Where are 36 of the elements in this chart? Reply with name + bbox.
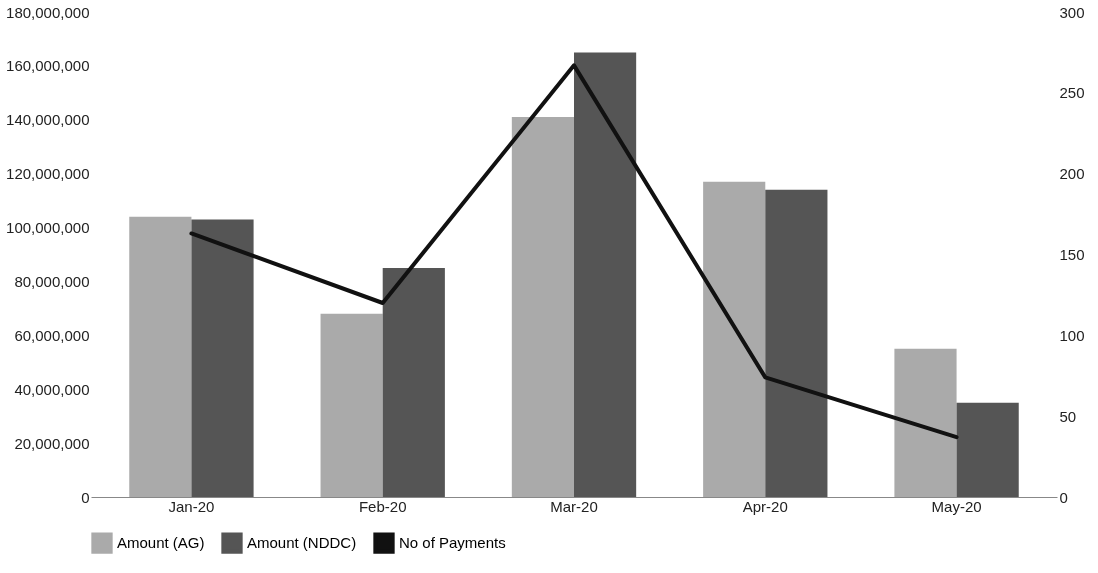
bar xyxy=(382,267,445,497)
x-tick-label: Jan-20 xyxy=(168,497,215,515)
y-tick-label: 60,000,000 xyxy=(14,326,90,344)
bar xyxy=(320,313,383,497)
y-tick-label: 80,000,000 xyxy=(14,272,90,290)
x-tick-label: Feb-20 xyxy=(358,497,407,515)
bar xyxy=(956,402,1019,497)
y-tick-label: 100,000,000 xyxy=(6,219,90,237)
y-tick-label: 120,000,000 xyxy=(6,165,90,183)
x-tick-label: Apr-20 xyxy=(742,497,788,515)
y2-tick-label: 200 xyxy=(1059,165,1085,183)
bar xyxy=(129,216,192,497)
y2-tick-label: 0 xyxy=(1059,488,1068,506)
y-tick-label: 40,000,000 xyxy=(14,380,90,398)
bar xyxy=(765,189,828,497)
x-tick-label: Mar-20 xyxy=(550,497,598,515)
legend-label: No of Payments xyxy=(399,534,506,552)
y2-tick-label: 100 xyxy=(1059,326,1085,344)
bar xyxy=(574,52,637,497)
y2-tick-label: 250 xyxy=(1059,84,1085,102)
line-series xyxy=(189,63,959,440)
y2-tick-label: 150 xyxy=(1059,246,1085,263)
bar xyxy=(191,219,254,497)
legend-label: Amount (NDDC) xyxy=(247,534,357,552)
y-tick-label: 180,000,000 xyxy=(6,3,90,21)
y-tick-label: 160,000,000 xyxy=(6,57,90,75)
y2-tick-label: 300 xyxy=(1059,3,1085,21)
x-tick-label: May-20 xyxy=(931,497,982,515)
bar xyxy=(511,117,574,497)
y2-tick-label: 50 xyxy=(1059,407,1077,425)
y-tick-label: 20,000,000 xyxy=(14,434,90,452)
y-tick-label: 140,000,000 xyxy=(6,111,90,129)
bar xyxy=(894,348,957,497)
y-tick-label: 0 xyxy=(81,488,90,506)
legend-label: Amount (AG) xyxy=(117,534,205,552)
bar xyxy=(703,181,766,497)
